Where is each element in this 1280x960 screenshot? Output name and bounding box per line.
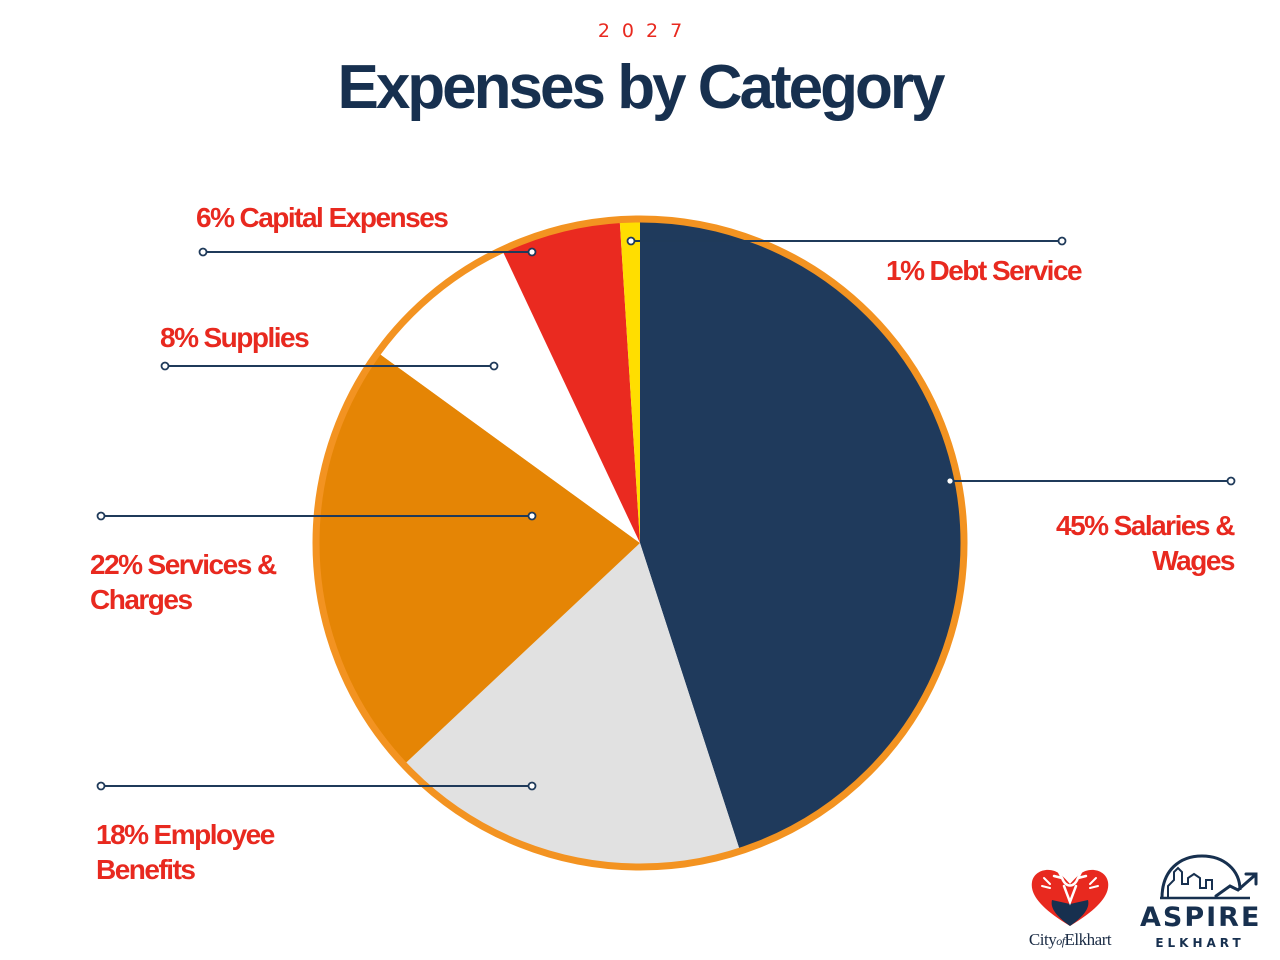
leader-services-charges (96, 511, 537, 521)
leader-salaries-wages (945, 476, 1236, 486)
leader-supplies (160, 361, 499, 371)
pie-slice-debt-service (619, 221, 640, 543)
city-logo-text: CityofElkhart (1028, 930, 1112, 949)
chart-title: Expenses by Category (337, 53, 945, 122)
aspire-logo-sub: ELKHART (1155, 936, 1245, 950)
pie-slice-capital-expenses (502, 221, 640, 543)
city-of-elkhart-logo: CityofElkhart (1010, 864, 1130, 954)
skyline-arrow-icon (1160, 854, 1258, 900)
pie-slice-services-charges (318, 353, 640, 764)
leader-employee-benefits (96, 781, 537, 791)
leader-debt-service (626, 236, 1067, 246)
chart-subtitle-year: 2027 (597, 20, 695, 42)
label-employee-benefits: 18% Employee Benefits (96, 819, 275, 885)
aspire-elkhart-logo: ASPIRE ELKHART (1140, 850, 1270, 956)
label-debt-service: 1% Debt Service (886, 255, 1083, 286)
label-services-charges: 22% Services & Charges (90, 549, 277, 615)
label-salaries-wages: 45% Salaries & Wages (1056, 510, 1235, 576)
leader-capital-expenses (198, 247, 537, 257)
label-supplies: 8% Supplies (160, 322, 310, 353)
heart-deer-icon (1031, 868, 1109, 926)
pie-rim (312, 215, 968, 871)
pie-slice-employee-benefits (405, 543, 740, 865)
label-capital-expenses: 6% Capital Expenses (196, 202, 449, 233)
pie-slice-salaries-wages (640, 221, 962, 850)
aspire-logo-word: ASPIRE (1140, 902, 1262, 933)
pie-slice-supplies (379, 251, 640, 543)
